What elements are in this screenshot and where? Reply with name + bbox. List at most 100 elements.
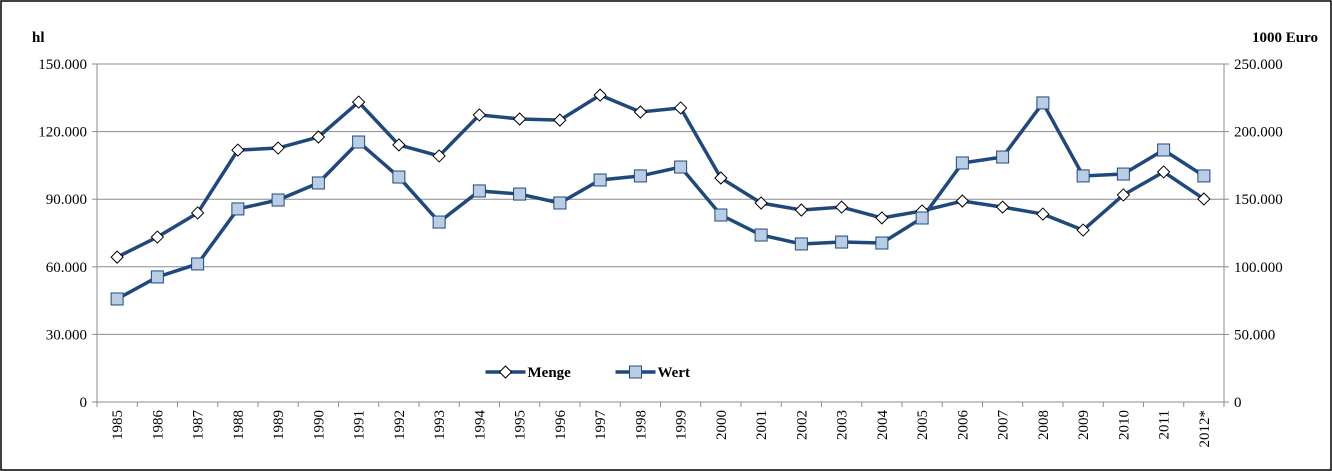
x-tick-label: 2003	[835, 410, 851, 440]
x-tick-label: 2010	[1116, 410, 1132, 440]
legend-marker	[629, 365, 642, 379]
data-point	[714, 208, 728, 222]
data-point	[392, 170, 406, 184]
data-point	[633, 105, 648, 119]
x-tick-label: 1995	[513, 410, 529, 440]
y-tick-label: 150.000	[38, 57, 87, 73]
x-tick-label: 2012*	[1197, 410, 1213, 448]
legend-marker	[498, 365, 513, 379]
data-point	[311, 176, 325, 190]
data-point	[1156, 165, 1171, 179]
data-point	[1036, 207, 1050, 221]
y-tick-label: 60.000	[46, 260, 87, 276]
data-point	[996, 150, 1010, 164]
y-tick-label: 120.000	[38, 125, 87, 141]
y-tick-label: 90.000	[46, 192, 87, 208]
data-point	[110, 292, 124, 306]
data-point	[834, 200, 849, 214]
data-point	[150, 270, 164, 284]
y2-tick-label: 50.000	[1234, 327, 1275, 343]
x-tick-label: 1992	[392, 410, 408, 440]
data-point	[150, 230, 165, 244]
data-point	[955, 156, 969, 170]
data-point	[875, 211, 889, 225]
data-point	[553, 196, 567, 210]
data-point	[1116, 167, 1130, 181]
data-point	[231, 143, 245, 157]
data-point	[1157, 143, 1171, 157]
data-point	[512, 112, 527, 126]
data-point	[432, 215, 446, 229]
data-point	[633, 169, 647, 183]
x-tick-label: 2004	[875, 410, 891, 441]
x-tick-label: 1996	[553, 410, 569, 441]
data-point	[1197, 169, 1211, 183]
data-point	[1197, 192, 1211, 206]
y2-tick-label: 200.000	[1234, 125, 1283, 141]
x-tick-label: 2011	[1157, 410, 1173, 439]
legend-label: Wert	[658, 365, 690, 381]
data-point	[593, 88, 607, 102]
data-point	[311, 130, 326, 144]
data-point	[472, 108, 487, 122]
x-tick-label: 1985	[110, 410, 126, 440]
x-tick-label: 1999	[674, 410, 690, 440]
data-point	[1076, 223, 1090, 237]
data-point	[231, 202, 245, 216]
data-point	[794, 203, 809, 217]
data-point	[955, 194, 970, 208]
y-axis-title: hl	[32, 30, 45, 46]
x-tick-label: 2007	[996, 410, 1012, 441]
data-point	[835, 235, 849, 249]
data-point	[472, 184, 486, 198]
data-point	[674, 160, 688, 174]
y2-tick-label: 150.000	[1234, 192, 1283, 208]
data-point	[1036, 96, 1050, 110]
data-point	[352, 135, 366, 149]
data-point	[392, 138, 406, 152]
x-tick-label: 2001	[754, 410, 770, 440]
x-tick-label: 2002	[794, 410, 810, 440]
data-point	[875, 236, 889, 250]
x-tick-label: 2000	[714, 410, 730, 440]
data-point	[190, 206, 205, 220]
data-point	[714, 171, 728, 185]
data-point	[513, 187, 527, 201]
series-line	[116, 99, 1205, 301]
legend-label: Menge	[528, 365, 572, 381]
data-point	[593, 173, 607, 187]
data-point	[351, 95, 366, 109]
data-point	[754, 228, 768, 242]
x-tick-label: 1991	[352, 410, 368, 440]
data-point	[191, 257, 205, 271]
data-point	[432, 149, 446, 163]
data-point	[754, 196, 768, 210]
data-point	[553, 113, 567, 127]
series-line	[116, 93, 1205, 259]
y2-axis-title: 1000 Euro	[1252, 30, 1318, 46]
x-tick-label: 2005	[915, 410, 931, 440]
data-point	[271, 141, 285, 155]
x-tick-label: 1997	[593, 410, 609, 441]
x-tick-label: 2008	[1036, 410, 1052, 440]
x-tick-label: 1990	[311, 410, 327, 440]
y-tick-label: 30.000	[46, 327, 87, 343]
y2-tick-label: 250.000	[1234, 57, 1283, 73]
x-tick-label: 1994	[472, 410, 488, 441]
x-tick-label: 1988	[231, 410, 247, 440]
data-point	[1076, 169, 1090, 183]
data-point	[673, 101, 688, 115]
x-tick-label: 1989	[271, 410, 287, 440]
data-point	[995, 200, 1010, 214]
y2-tick-label: 0	[1234, 395, 1242, 411]
x-tick-label: 1993	[432, 410, 448, 440]
data-point	[794, 237, 808, 251]
x-tick-label: 1987	[191, 410, 207, 441]
data-point	[1116, 188, 1131, 202]
x-tick-label: 2006	[955, 410, 971, 441]
x-tick-label: 1998	[633, 410, 649, 440]
data-point	[915, 211, 929, 225]
